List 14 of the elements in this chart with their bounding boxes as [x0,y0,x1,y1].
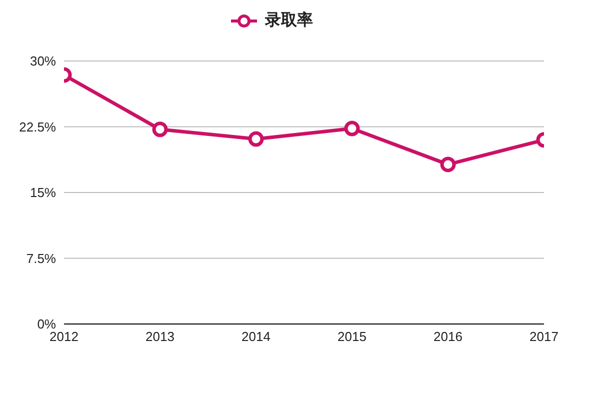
x-tick-label: 2017 [530,329,558,344]
x-tick-label: 2012 [50,329,78,344]
y-tick-label: 0% [37,316,56,332]
point [344,120,360,136]
y-tick-label: 15% [30,185,56,200]
y-tick-label: 22.5% [19,119,56,134]
point [248,131,264,147]
x-tick-label: 2016 [434,329,462,344]
x-tick-label: 2015 [338,329,366,344]
y-tick-label: 30% [30,54,56,69]
y-tick-label: 7.5% [26,250,56,266]
x-tick-label: 2013 [146,329,174,344]
x-tick-label: 2014 [242,329,270,344]
legend-label: 录取率 [264,10,313,31]
